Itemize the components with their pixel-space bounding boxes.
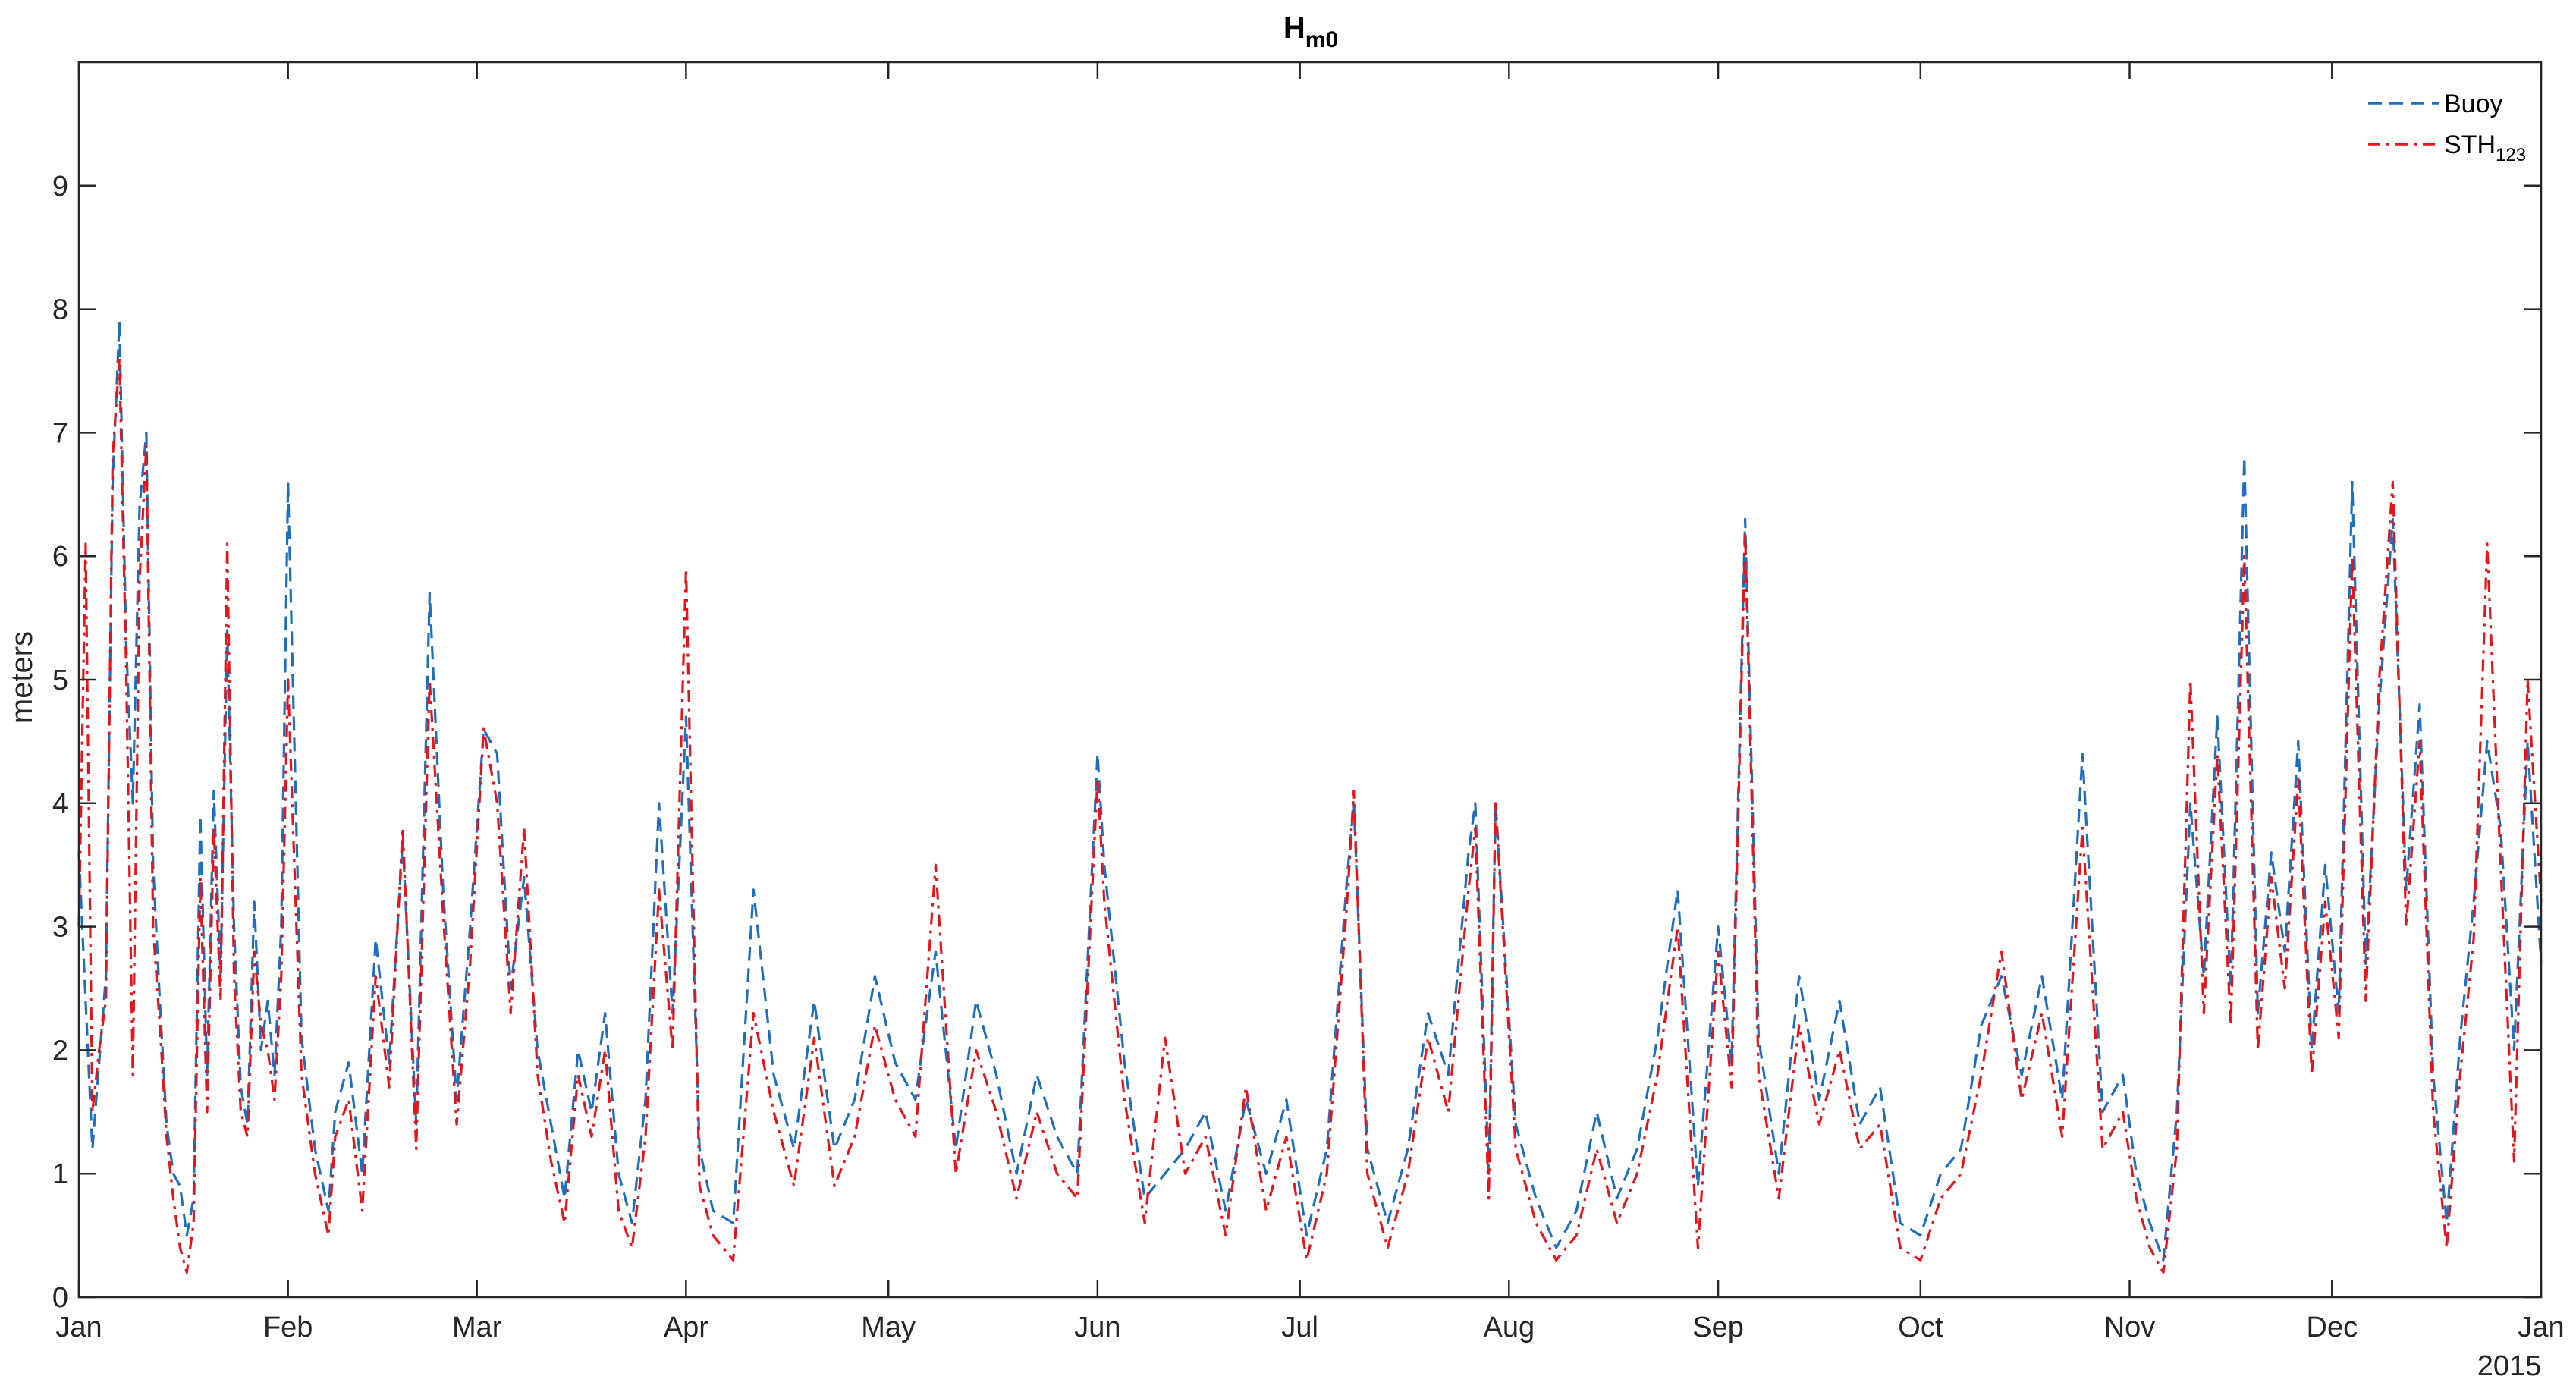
series-line-buoy (77, 320, 2543, 1262)
x-tick-label-mar: Mar (452, 1312, 502, 1343)
y-tick-label-0: 0 (52, 1282, 68, 1314)
y-axis-label: meters (5, 631, 39, 724)
y-tick-label-4: 4 (52, 788, 68, 820)
y-tick-label-3: 3 (52, 912, 68, 944)
x-tick-label-jun: Jun (1074, 1312, 1120, 1343)
x-tick-label-aug: Aug (1484, 1312, 1535, 1343)
y-tick-label-5: 5 (52, 665, 68, 696)
x-tick-label-jul: Jul (1281, 1312, 1318, 1343)
legend: Buoy STH123 (2368, 90, 2526, 165)
series-line-sth123 (77, 357, 2543, 1274)
y-tick-label-6: 6 (52, 541, 68, 573)
x-tick-label-jan: Jan (55, 1312, 102, 1343)
x-tick-label-apr: Apr (664, 1312, 708, 1343)
x-tick-label-sep: Sep (1692, 1312, 1744, 1343)
chart-title-main: H (1283, 11, 1305, 45)
y-tick-label-2: 2 (52, 1035, 68, 1067)
legend-label-sth123-main: STH (2444, 130, 2496, 159)
y-tick-label-8: 8 (52, 294, 68, 326)
y-tick-label-7: 7 (52, 417, 68, 449)
x-tick-label-nov: Nov (2104, 1312, 2156, 1343)
x-axis-year-label: 2015 (2477, 1350, 2542, 1382)
chart-title: Hm0 (1283, 11, 1338, 52)
legend-label-sth123-subscript: 123 (2496, 145, 2526, 165)
legend-label-sth123: STH123 (2444, 130, 2526, 165)
legend-label-buoy: Buoy (2444, 90, 2503, 118)
series-layer (77, 320, 2543, 1274)
x-tick-label-feb: Feb (263, 1312, 313, 1343)
x-tick-label-jan-next: Jan (2518, 1312, 2564, 1343)
tick-label-layer: 0 1 2 3 4 5 6 7 8 9 Jan Feb Mar Apr May Jun Jul Aug Sep Oct… (52, 171, 2565, 1343)
x-tick-label-may: May (861, 1312, 916, 1343)
x-tick-label-dec: Dec (2307, 1312, 2358, 1343)
x-tick-label-oct: Oct (1898, 1312, 1943, 1343)
chart-title-subscript: m0 (1305, 27, 1338, 52)
y-tick-label-9: 9 (52, 171, 68, 203)
plot-frame (77, 61, 2543, 1299)
y-tick-label-1: 1 (52, 1158, 68, 1190)
